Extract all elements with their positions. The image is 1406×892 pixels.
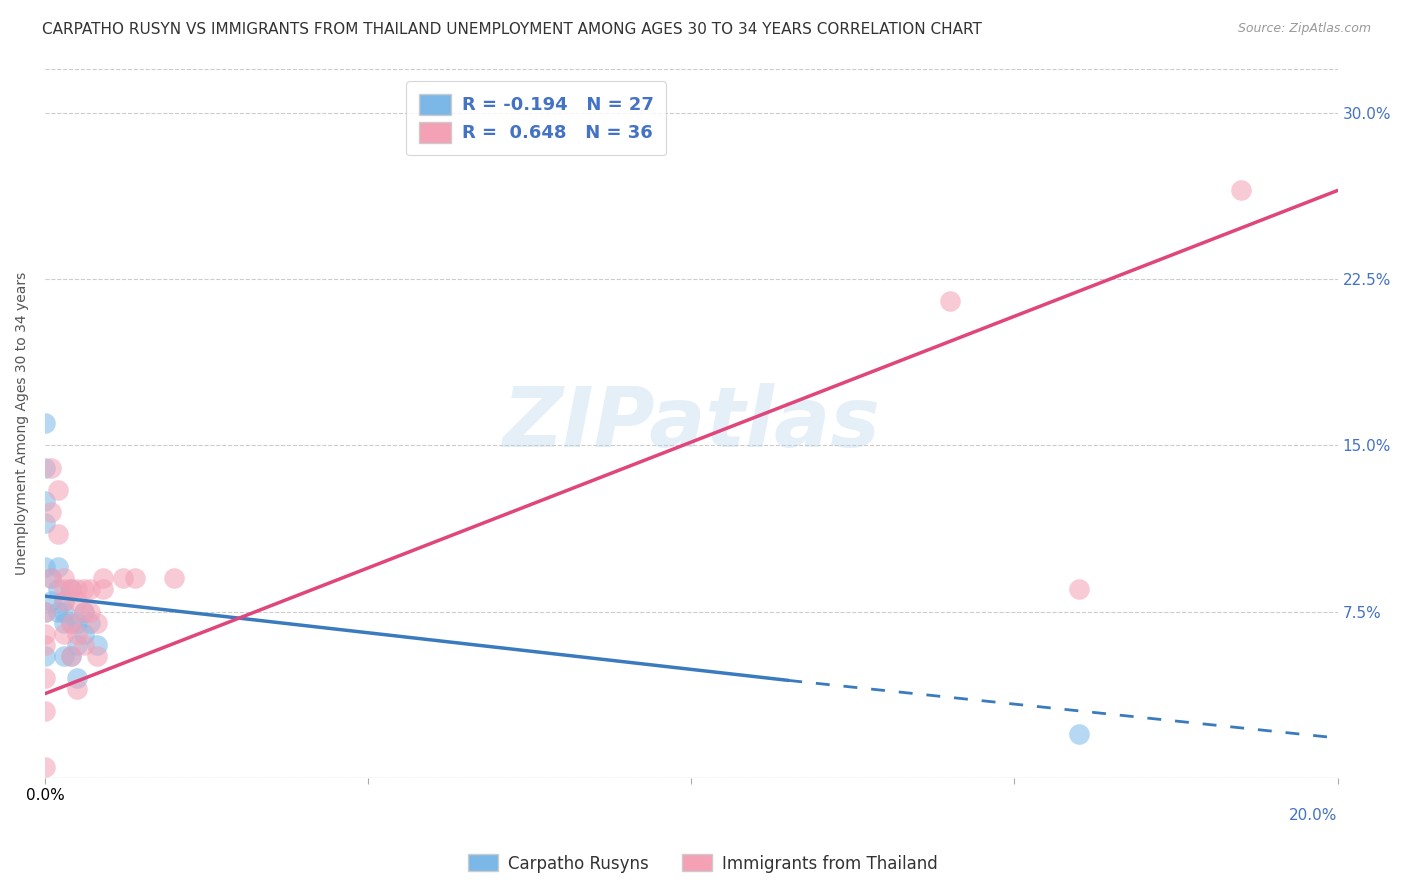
Point xyxy=(53,605,76,619)
Text: CARPATHO RUSYN VS IMMIGRANTS FROM THAILAND UNEMPLOYMENT AMONG AGES 30 TO 34 YEAR: CARPATHO RUSYN VS IMMIGRANTS FROM THAILA… xyxy=(42,22,981,37)
Point xyxy=(59,648,82,663)
Point xyxy=(66,627,89,641)
Point xyxy=(34,705,56,719)
Point xyxy=(59,615,82,630)
Point xyxy=(46,605,69,619)
Point xyxy=(53,571,76,585)
Point xyxy=(46,527,69,541)
Point xyxy=(91,582,114,597)
Point xyxy=(86,648,108,663)
Point xyxy=(73,582,96,597)
Point xyxy=(41,593,63,607)
Point xyxy=(34,638,56,652)
Legend: Carpatho Rusyns, Immigrants from Thailand: Carpatho Rusyns, Immigrants from Thailan… xyxy=(461,847,945,880)
Point xyxy=(66,638,89,652)
Text: 20.0%: 20.0% xyxy=(1289,808,1337,823)
Point xyxy=(41,505,63,519)
Point xyxy=(34,460,56,475)
Point xyxy=(66,593,89,607)
Point xyxy=(79,615,101,630)
Point xyxy=(34,516,56,530)
Point xyxy=(41,460,63,475)
Point xyxy=(53,627,76,641)
Point xyxy=(53,593,76,607)
Point xyxy=(34,560,56,574)
Point xyxy=(34,605,56,619)
Point xyxy=(73,638,96,652)
Point xyxy=(66,615,89,630)
Point xyxy=(939,294,962,309)
Point xyxy=(34,605,56,619)
Text: ZIPatlas: ZIPatlas xyxy=(502,383,880,464)
Point xyxy=(86,615,108,630)
Point xyxy=(34,648,56,663)
Point xyxy=(53,648,76,663)
Y-axis label: Unemployment Among Ages 30 to 34 years: Unemployment Among Ages 30 to 34 years xyxy=(15,271,30,574)
Point xyxy=(53,615,76,630)
Point xyxy=(53,593,76,607)
Point xyxy=(59,648,82,663)
Point xyxy=(79,605,101,619)
Point xyxy=(59,615,82,630)
Point xyxy=(59,582,82,597)
Point xyxy=(53,582,76,597)
Text: Source: ZipAtlas.com: Source: ZipAtlas.com xyxy=(1237,22,1371,36)
Legend: R = -0.194   N = 27, R =  0.648   N = 36: R = -0.194 N = 27, R = 0.648 N = 36 xyxy=(406,81,666,155)
Point xyxy=(41,571,63,585)
Point xyxy=(1069,582,1091,597)
Point xyxy=(66,671,89,685)
Point xyxy=(79,582,101,597)
Point xyxy=(59,582,82,597)
Point xyxy=(34,493,56,508)
Point xyxy=(111,571,134,585)
Point xyxy=(46,582,69,597)
Point xyxy=(66,682,89,697)
Point xyxy=(34,416,56,430)
Point xyxy=(86,638,108,652)
Point xyxy=(34,627,56,641)
Point xyxy=(73,605,96,619)
Point xyxy=(1229,184,1251,198)
Point xyxy=(124,571,146,585)
Point xyxy=(34,760,56,774)
Point xyxy=(46,560,69,574)
Point xyxy=(1069,726,1091,740)
Point xyxy=(91,571,114,585)
Point xyxy=(73,605,96,619)
Point xyxy=(41,571,63,585)
Point xyxy=(73,627,96,641)
Point xyxy=(163,571,186,585)
Point xyxy=(66,582,89,597)
Point xyxy=(46,483,69,497)
Point xyxy=(34,671,56,685)
